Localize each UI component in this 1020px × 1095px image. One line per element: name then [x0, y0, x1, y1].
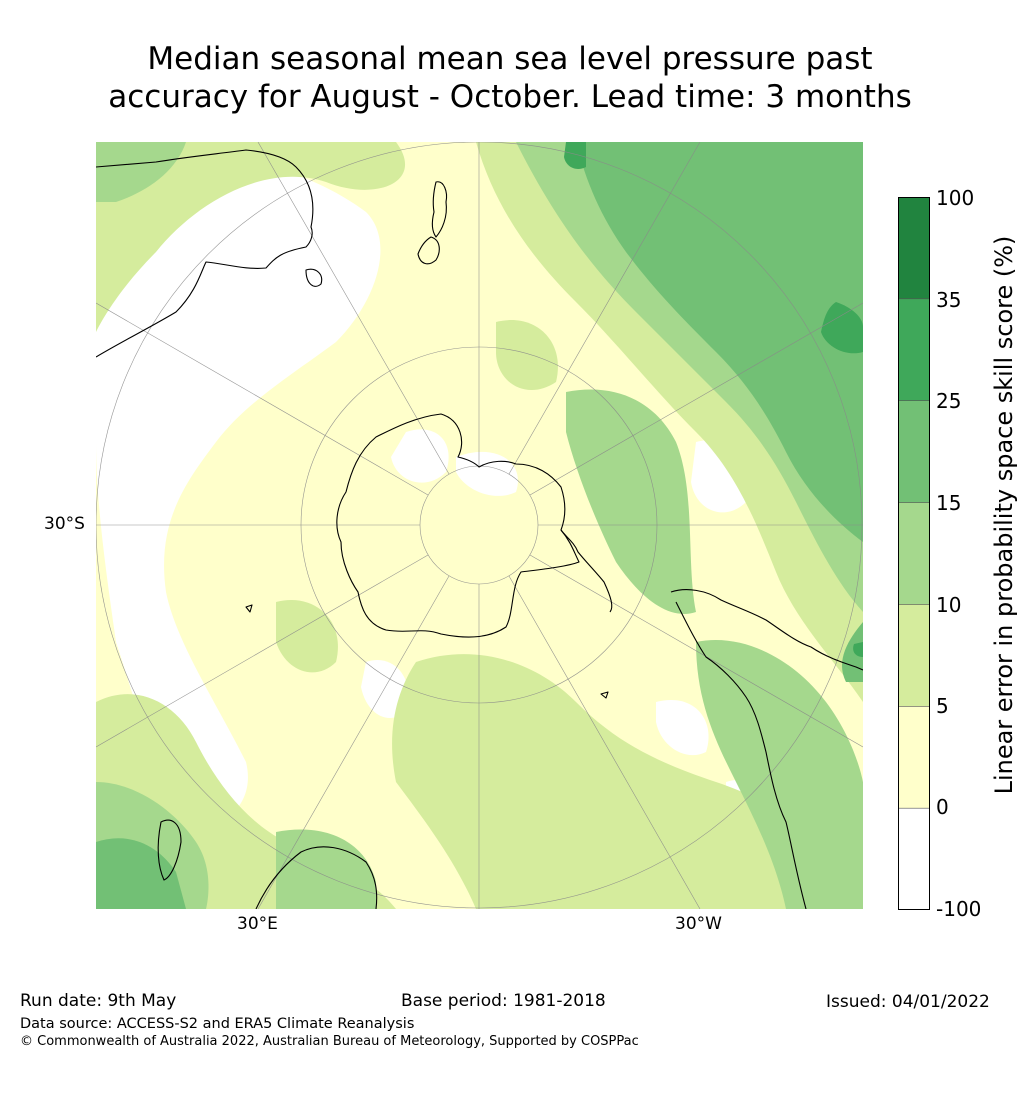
copyright: © Commonwealth of Australia 2022, Austra…: [20, 1034, 639, 1049]
chart-title: Median seasonal mean sea level pressure …: [0, 40, 1020, 116]
colorbar-tick: 5: [936, 694, 949, 718]
colorbar-segment: [898, 400, 930, 504]
africa-coastline: [255, 846, 378, 909]
south-america-coastline: [670, 589, 863, 909]
meridian: [96, 554, 429, 748]
meridian: [257, 575, 450, 909]
colorbar-segment: [898, 808, 930, 910]
colorbar-segment: [898, 706, 930, 809]
falkland-islands: [600, 691, 609, 699]
colorbar-tick: 35: [936, 288, 962, 312]
new-zealand-south-island: [417, 236, 440, 265]
graticule: [96, 142, 863, 909]
run-date: Run date: 9th May: [20, 991, 177, 1011]
colorbar-segment: [898, 604, 930, 707]
meridian: [508, 575, 701, 909]
colorbar-segment: [898, 197, 930, 300]
kerguelen-island: [245, 604, 253, 613]
tasmania: [305, 268, 323, 287]
antarctic-peninsula: [560, 529, 613, 613]
polar-map: [96, 142, 863, 909]
colorbar-segment: [898, 298, 930, 402]
colorbar-segment: [898, 502, 930, 605]
colorbar-tick: 25: [936, 389, 962, 413]
australia-coastline: [96, 149, 314, 358]
meridian: [529, 554, 863, 748]
antarctica-coastline: [336, 413, 580, 638]
issued-date: Issued: 04/01/2022: [826, 992, 990, 1012]
colorbar-tick: 10: [936, 593, 962, 617]
meridian: [96, 302, 429, 496]
coastlines: [96, 149, 863, 909]
data-source: Data source: ACCESS-S2 and ERA5 Climate …: [20, 1016, 415, 1032]
title-line-2: accuracy for August - October. Lead time…: [108, 79, 912, 115]
colorbar-tick: 0: [936, 795, 949, 819]
latitude-label: 30°S: [44, 514, 85, 534]
new-zealand-north-island: [431, 181, 448, 238]
colorbar-tick: 15: [936, 491, 962, 515]
meridian: [508, 142, 701, 475]
colorbar: [898, 197, 930, 910]
meridian: [529, 302, 863, 496]
skill-region-15-25: [96, 142, 863, 909]
longitude-label-east: 30°E: [237, 914, 278, 934]
skill-region-25-35: [564, 142, 863, 657]
colorbar-tick: -100: [936, 897, 982, 921]
title-line-1: Median seasonal mean sea level pressure …: [147, 41, 873, 77]
madagascar: [157, 819, 182, 881]
base-period: Base period: 1981-2018: [401, 991, 606, 1011]
colorbar-label: Linear error in probability space skill …: [990, 235, 1018, 795]
colorbar-tick: 100: [936, 186, 975, 210]
longitude-label-west: 30°W: [675, 914, 722, 934]
